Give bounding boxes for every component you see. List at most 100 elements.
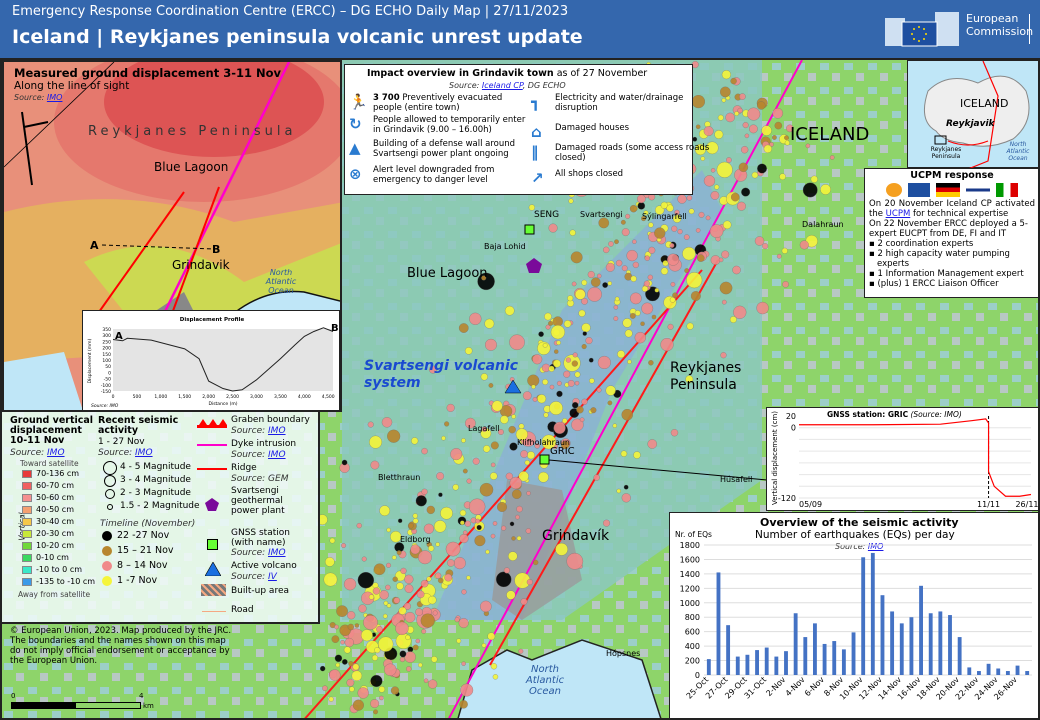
earthquake-dot [725, 112, 735, 123]
earthquake-dot [440, 506, 453, 520]
seis-ytick: 1800 [680, 541, 700, 550]
impact-title: Impact overview in Grindavik town [367, 68, 554, 79]
earthquake-dot [431, 656, 438, 663]
profile-xtick: 500 [133, 394, 142, 400]
earthquake-dot [329, 537, 336, 544]
profile-xtick: 4,000 [298, 394, 311, 400]
legend-dyke: Dyke intrusion [231, 439, 297, 449]
gnss-station-gric[interactable] [539, 454, 550, 465]
profile-ytick: 50 [105, 364, 111, 370]
earthquake-dot [562, 418, 568, 424]
earthquake-dot [654, 288, 660, 293]
earthquake-dot [334, 624, 339, 630]
earthquake-dot [802, 182, 818, 198]
earthquake-dot [491, 400, 503, 412]
earthquake-dot [654, 227, 666, 239]
earthquake-dot [404, 584, 414, 593]
germany-flag-icon [936, 183, 960, 197]
earthquake-dot [587, 271, 595, 279]
earthquake-dot [612, 423, 617, 428]
seis-ytick: 600 [685, 628, 700, 637]
earthquake-dot [625, 213, 631, 219]
earthquake-dot [667, 253, 680, 266]
earthquake-dot [736, 201, 746, 211]
header-subtitle: Emergency Response Coordination Centre (… [12, 4, 569, 19]
legend-seismic-src-link[interactable]: IMO [135, 448, 153, 458]
earthquake-dot [504, 305, 515, 316]
timeline-dot-icon [102, 561, 112, 571]
earthquake-dot [567, 295, 574, 302]
earthquake-dot [454, 617, 460, 623]
profile-xtick: 1,500 [178, 394, 191, 400]
earthquake-dot [518, 471, 529, 482]
earthquake-dot [782, 281, 789, 288]
earthquake-dot [576, 406, 584, 414]
earthquake-dot [571, 401, 579, 409]
profile-point-b: B [212, 243, 221, 256]
earthquake-dot [572, 352, 578, 358]
seis-bar [861, 557, 866, 675]
impact-src-label: Source: [449, 81, 480, 90]
disp-swatch [22, 482, 32, 490]
graben-src-link[interactable]: IMO [268, 426, 286, 436]
earthquake-dot [729, 316, 737, 323]
earthquake-dot [624, 329, 633, 338]
earthquake-dot [515, 514, 520, 520]
legend-disp-title: Ground vertical displacement 10-11 Nov [10, 415, 94, 446]
ucpm-bullet: ▪ 2 coordination experts [869, 239, 974, 249]
finland-flag-icon [966, 183, 990, 197]
earthquake-dot [361, 556, 367, 562]
earthquake-dot [674, 209, 680, 216]
seis-bar [928, 613, 933, 675]
earthquake-dot [776, 253, 782, 259]
impact-item: Damaged roads (some access roads closed) [555, 143, 710, 163]
earthquake-dot [757, 163, 767, 174]
earthquake-dot [754, 236, 765, 246]
earthquake-dot [534, 443, 540, 449]
earthquake-dot [501, 525, 507, 531]
earthquake-dot [371, 654, 378, 661]
gnss-station-seng[interactable] [524, 224, 535, 235]
earthquake-dot [734, 111, 740, 116]
gnss-src-link[interactable]: IMO [268, 548, 286, 558]
power-plant-icon [526, 258, 542, 273]
earthquake-dot [538, 471, 549, 483]
legend-disp-src-link[interactable]: IMO [47, 448, 65, 458]
main-map[interactable]: ICELAND Blue Lagoon Svartsengi volcanic … [0, 58, 1040, 720]
earthquake-dot [385, 584, 391, 591]
impact-count: 3 700 [373, 93, 400, 103]
inset-source-link[interactable]: IMO [46, 93, 63, 102]
earthquake-dot [421, 488, 428, 495]
earthquake-dot [459, 520, 465, 526]
earthquake-dot [384, 663, 397, 676]
seis-bar [870, 552, 875, 675]
ucpm-link[interactable]: UCPM [885, 209, 911, 219]
seis-ytick: 1200 [680, 584, 700, 593]
logo-text-1: European [966, 12, 1019, 25]
earthquake-dot [571, 281, 577, 287]
earthquake-dot [492, 674, 499, 680]
earthquake-dot [489, 472, 498, 480]
earthquake-dot [578, 309, 586, 317]
earthquake-dot [542, 378, 549, 386]
earthquake-dot [368, 594, 375, 600]
dyke-src-link[interactable]: IMO [268, 450, 286, 460]
seis-src-link[interactable]: IMO [867, 542, 884, 551]
impact-src-link[interactable]: Iceland CP [481, 81, 523, 90]
earthquake-dot [490, 663, 498, 670]
earthquake-dot [509, 521, 515, 527]
header: Emergency Response Coordination Centre (… [0, 0, 1040, 58]
earthquake-dot [484, 318, 495, 329]
volcano-src-link[interactable]: IV [268, 572, 277, 582]
earthquake-dot [415, 495, 427, 507]
earthquake-dot [428, 595, 437, 605]
earthquake-dot [379, 505, 391, 517]
seis-bar [996, 668, 1001, 675]
earthquake-dot [464, 347, 473, 355]
earthquake-dot [347, 623, 355, 631]
civil-protection-logo-icon [886, 183, 902, 197]
earthquake-dot [810, 175, 818, 183]
earthquake-dot [515, 428, 528, 441]
disp-class-label: 20-30 cm [36, 529, 74, 538]
earthquake-dot [698, 211, 705, 218]
